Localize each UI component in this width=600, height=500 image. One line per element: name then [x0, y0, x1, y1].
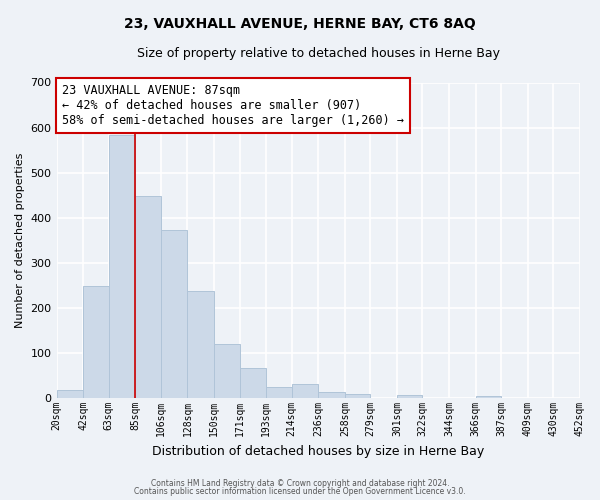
Bar	[56, 390, 83, 398]
Bar	[292, 384, 318, 398]
Bar	[397, 394, 422, 398]
Text: Contains public sector information licensed under the Open Government Licence v3: Contains public sector information licen…	[134, 487, 466, 496]
Bar	[318, 392, 345, 398]
Text: 23, VAUXHALL AVENUE, HERNE BAY, CT6 8AQ: 23, VAUXHALL AVENUE, HERNE BAY, CT6 8AQ	[124, 18, 476, 32]
Bar	[109, 135, 136, 398]
Bar	[476, 396, 501, 398]
Bar	[345, 394, 370, 398]
Bar	[239, 368, 266, 398]
Bar	[266, 387, 292, 398]
Text: 23 VAUXHALL AVENUE: 87sqm
← 42% of detached houses are smaller (907)
58% of semi: 23 VAUXHALL AVENUE: 87sqm ← 42% of detac…	[62, 84, 404, 127]
Bar	[161, 230, 187, 398]
X-axis label: Distribution of detached houses by size in Herne Bay: Distribution of detached houses by size …	[152, 444, 484, 458]
Bar	[187, 291, 214, 398]
Y-axis label: Number of detached properties: Number of detached properties	[15, 152, 25, 328]
Bar	[136, 196, 161, 398]
Title: Size of property relative to detached houses in Herne Bay: Size of property relative to detached ho…	[137, 48, 500, 60]
Text: Contains HM Land Registry data © Crown copyright and database right 2024.: Contains HM Land Registry data © Crown c…	[151, 478, 449, 488]
Bar	[83, 286, 109, 398]
Bar	[214, 344, 239, 398]
